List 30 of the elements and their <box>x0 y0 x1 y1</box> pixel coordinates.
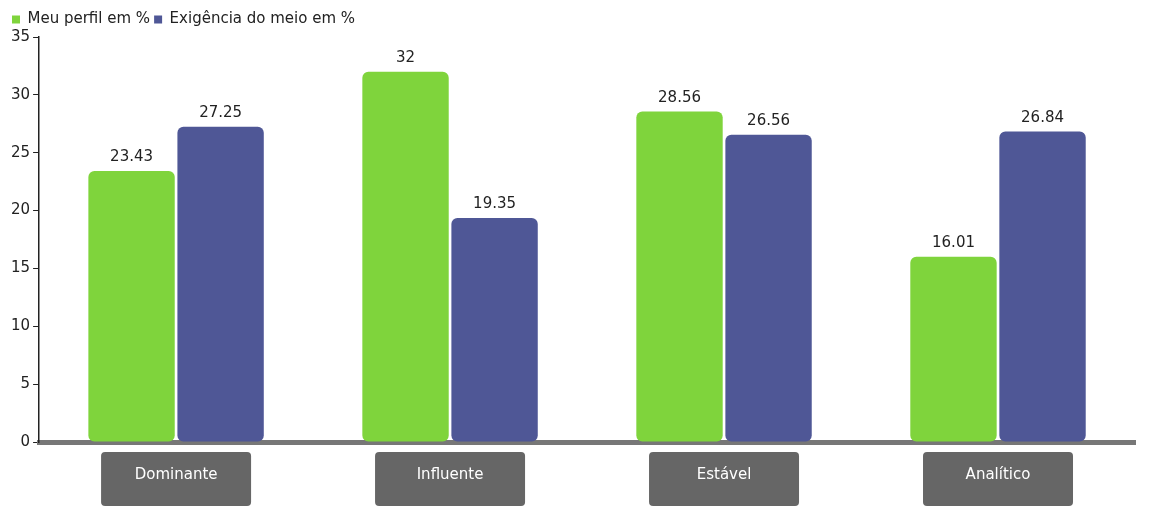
bar <box>999 131 1086 442</box>
bar <box>451 218 538 442</box>
bar <box>910 256 997 442</box>
y-tick-label: 20 <box>10 200 31 219</box>
legend-label: Meu perfil em % <box>27 9 151 28</box>
x-tick-label: Dominante <box>134 464 218 483</box>
x-tick-label: Analítico <box>965 464 1031 483</box>
bar <box>177 126 264 442</box>
legend-label: Exigência do meio em % <box>169 9 356 28</box>
y-tick-label: 0 <box>20 431 31 450</box>
x-tick-label: Estável <box>696 464 752 483</box>
y-tick-label: 30 <box>10 84 31 103</box>
y-tick-label: 25 <box>10 142 31 161</box>
data-label: 16.01 <box>932 233 975 252</box>
data-label: 26.56 <box>747 111 791 130</box>
data-label: 32 <box>395 48 416 67</box>
data-label: 19.35 <box>473 194 517 213</box>
x-tick-label: Influente <box>416 464 484 483</box>
y-tick-label: 5 <box>20 374 31 393</box>
y-tick-label: 15 <box>10 258 31 277</box>
data-label: 28.56 <box>658 87 701 106</box>
y-tick-label: 35 <box>10 26 31 45</box>
bar <box>725 134 812 442</box>
bar <box>362 71 449 442</box>
data-label: 27.25 <box>199 103 243 122</box>
y-tick-label: 10 <box>10 316 31 335</box>
bar <box>88 170 175 442</box>
bar <box>636 111 723 442</box>
data-label: 23.43 <box>110 147 154 166</box>
data-label: 26.84 <box>1021 107 1065 126</box>
